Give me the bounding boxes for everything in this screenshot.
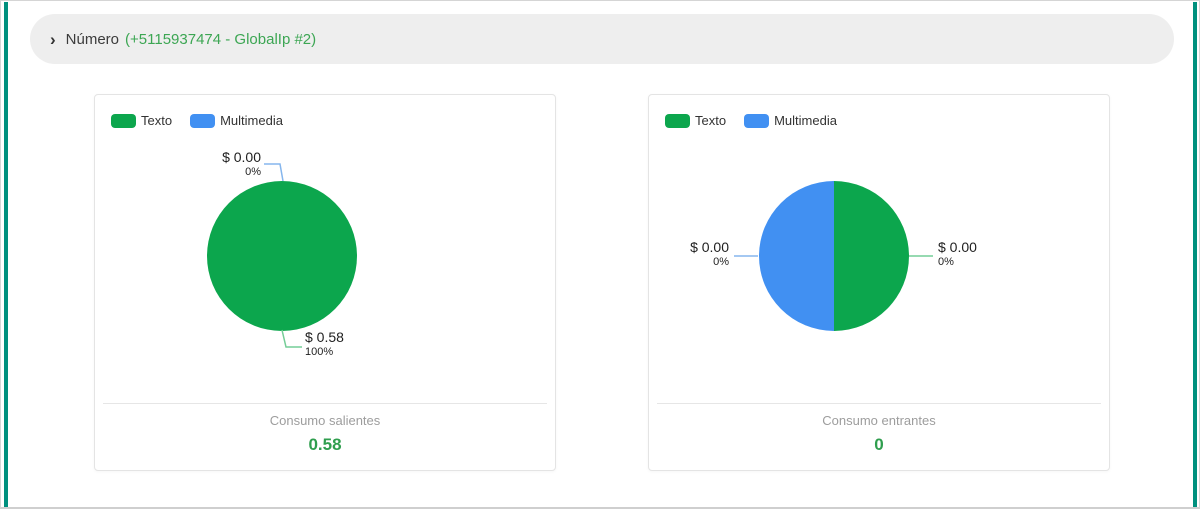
slice-percent: 100%	[305, 346, 334, 358]
chart-area: $ 0.00 0% $ 0.00 0%	[649, 131, 1111, 403]
legend-label: Multimedia	[220, 113, 283, 128]
multimedia-swatch-icon	[744, 113, 770, 128]
card-divider	[657, 403, 1101, 404]
slice-value: $ 0.58	[305, 329, 344, 345]
page-title: Número	[65, 30, 120, 48]
cards-container: Texto Multimedia $ 0.00 0% $ 0.	[94, 94, 1110, 471]
page-subtitle: (+5115937474 - GlobalIp #2)	[125, 30, 317, 48]
legend-item-multimedia[interactable]: Multimedia	[744, 113, 837, 128]
chevron-right-icon: ›	[50, 29, 56, 49]
legend-item-texto[interactable]: Texto	[111, 113, 172, 128]
breadcrumb[interactable]: › Número (+5115937474 - GlobalIp #2)	[30, 14, 1174, 64]
slice-label-multimedia: $ 0.00 0%	[222, 149, 261, 180]
legend-label: Multimedia	[774, 113, 837, 128]
multimedia-swatch-icon	[190, 113, 216, 128]
label-connector-multimedia	[264, 163, 284, 182]
label-connectors	[264, 163, 302, 348]
slice-percent: 0%	[245, 166, 261, 178]
legend-label: Texto	[141, 113, 173, 128]
left-accent-bar	[4, 2, 8, 507]
card-total: 0.58	[308, 435, 342, 454]
right-accent-bar	[1193, 2, 1197, 507]
slice-label-multimedia: $ 0.00 0%	[690, 239, 729, 270]
slice-value: $ 0.00	[938, 239, 977, 255]
slice-value: $ 0.00	[222, 149, 261, 165]
texto-swatch-icon	[111, 113, 136, 128]
slice-label-texto: $ 0.00 0%	[938, 239, 977, 270]
chart-legend: Texto Multimedia	[649, 95, 1109, 131]
slice-value: $ 0.00	[690, 239, 729, 255]
card-consumo-entrantes: Texto Multimedia $ 0.00 0% $ 0.	[648, 94, 1110, 471]
slice-percent: 0%	[938, 256, 954, 268]
label-connectors	[734, 255, 933, 257]
pie-chart-salientes[interactable]	[207, 181, 357, 331]
legend-item-texto[interactable]: Texto	[665, 113, 726, 128]
card-consumo-salientes: Texto Multimedia $ 0.00 0% $ 0.	[94, 94, 556, 471]
chart-area: $ 0.00 0% $ 0.58 100%	[95, 131, 557, 403]
legend-item-multimedia[interactable]: Multimedia	[190, 113, 283, 128]
chart-legend: Texto Multimedia	[95, 95, 555, 131]
slice-percent: 0%	[713, 256, 729, 268]
card-divider	[103, 403, 547, 404]
card-total: 0	[874, 435, 884, 454]
card-caption: Consumo salientes	[269, 413, 381, 428]
label-connector-texto	[281, 329, 302, 348]
card-caption: Consumo entrantes	[822, 413, 936, 428]
pie-chart-entrantes[interactable]	[759, 181, 909, 331]
legend-label: Texto	[695, 113, 727, 128]
texto-swatch-icon	[665, 113, 690, 128]
slice-label-texto: $ 0.58 100%	[305, 329, 344, 360]
